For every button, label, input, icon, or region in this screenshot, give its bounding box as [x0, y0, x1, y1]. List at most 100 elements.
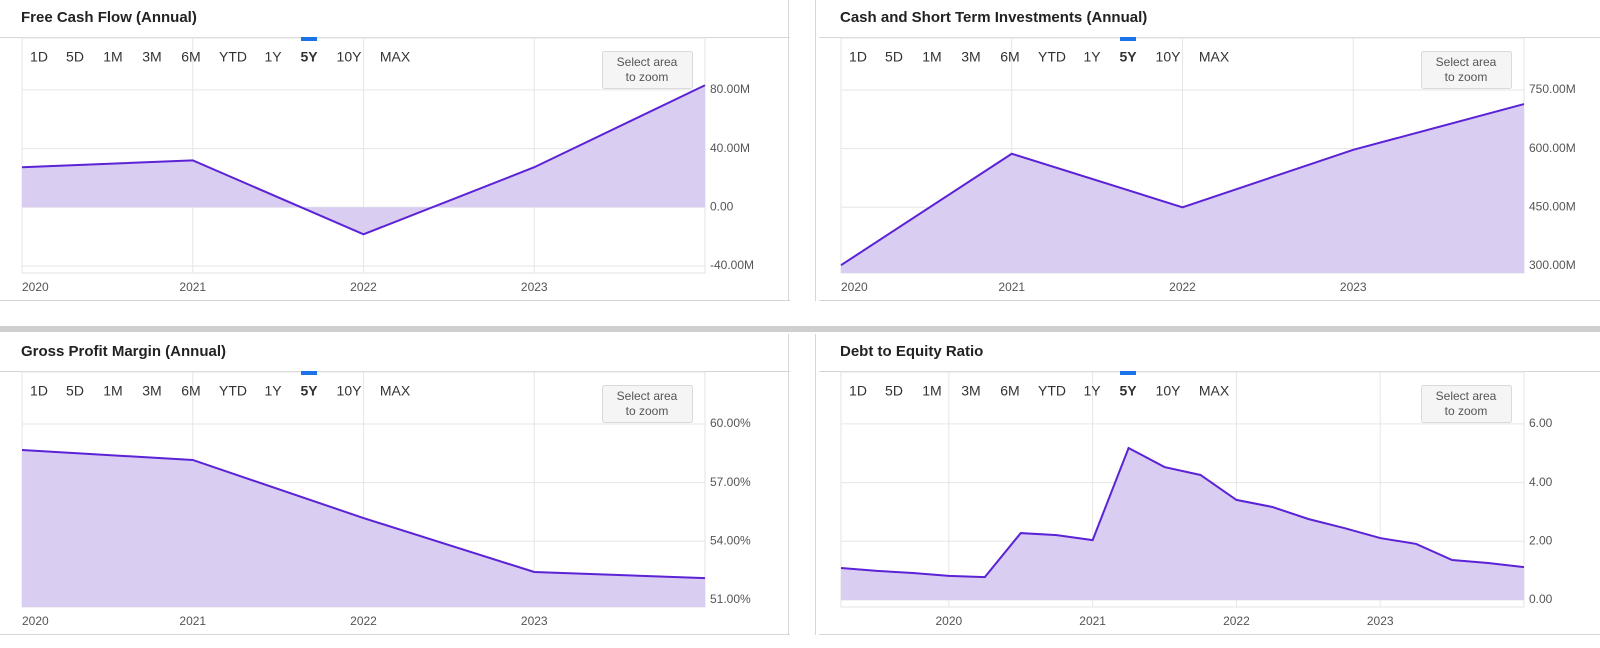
range-button[interactable]: 5D — [885, 383, 903, 399]
y-tick-label: 51.00% — [710, 592, 751, 606]
active-indicator — [301, 37, 317, 41]
zoom-hint: Select area — [617, 55, 678, 69]
zoom-hint: to zoom — [1445, 70, 1488, 84]
range-button[interactable]: 6M — [181, 383, 200, 399]
zoom-hint: to zoom — [626, 70, 669, 84]
range-button[interactable]: 5D — [66, 49, 84, 65]
x-tick-label: 2022 — [350, 614, 377, 628]
x-tick-label: 2021 — [998, 280, 1025, 294]
range-button[interactable]: MAX — [1199, 383, 1230, 399]
y-tick-label: 750.00M — [1529, 82, 1576, 96]
range-button[interactable]: 10Y — [1156, 49, 1182, 65]
range-button[interactable]: 3M — [961, 383, 980, 399]
range-button[interactable]: 10Y — [1156, 383, 1182, 399]
x-tick-label: 2023 — [1367, 614, 1394, 628]
zoom-hint: Select area — [1436, 55, 1497, 69]
plot-frame — [840, 371, 1525, 608]
x-tick-label: 2022 — [1169, 280, 1196, 294]
area-fill — [841, 104, 1524, 273]
zoom-hint-box — [1421, 51, 1512, 89]
range-button[interactable]: 1M — [922, 49, 941, 65]
active-indicator — [301, 371, 317, 375]
x-tick-label: 2023 — [1340, 280, 1367, 294]
zoom-hint: Select area — [617, 389, 678, 403]
series-line — [21, 84, 706, 236]
range-button[interactable]: 1Y — [1083, 383, 1101, 399]
y-tick-label: 6.00 — [1529, 416, 1553, 430]
range-button[interactable]: YTD — [1038, 49, 1066, 65]
area-fill — [841, 447, 1524, 600]
range-button[interactable]: 5Y — [1119, 49, 1137, 65]
range-button[interactable]: 3M — [142, 383, 161, 399]
y-tick-label: 57.00% — [710, 475, 751, 489]
zoom-hint: to zoom — [1445, 404, 1488, 418]
range-button[interactable]: 1D — [849, 49, 867, 65]
panel-title: Debt to Equity Ratio — [840, 343, 983, 360]
range-button[interactable]: 6M — [1000, 383, 1019, 399]
x-tick-label: 2021 — [179, 614, 206, 628]
range-button[interactable]: 5D — [885, 49, 903, 65]
x-tick-label: 2023 — [521, 280, 548, 294]
y-tick-label: 0.00 — [710, 199, 734, 213]
y-tick-label: 450.00M — [1529, 199, 1576, 213]
y-tick-label: 2.00 — [1529, 533, 1553, 547]
range-button[interactable]: 1D — [849, 383, 867, 399]
panel-title: Free Cash Flow (Annual) — [21, 9, 197, 26]
range-button[interactable]: 1Y — [264, 383, 282, 399]
area-fill — [22, 450, 705, 607]
range-button[interactable]: 1M — [103, 49, 122, 65]
range-button[interactable]: MAX — [1199, 49, 1230, 65]
x-tick-label: 2020 — [935, 614, 962, 628]
y-tick-label: 40.00M — [710, 141, 750, 155]
range-button[interactable]: MAX — [380, 49, 411, 65]
range-button[interactable]: 1M — [103, 383, 122, 399]
y-tick-label: 54.00% — [710, 533, 751, 547]
range-button[interactable]: 1Y — [1083, 49, 1101, 65]
range-button[interactable]: YTD — [219, 383, 247, 399]
zoom-hint: Select area — [1436, 389, 1497, 403]
y-tick-label: 300.00M — [1529, 258, 1576, 272]
range-button[interactable]: 10Y — [337, 383, 363, 399]
y-tick-label: 600.00M — [1529, 141, 1576, 155]
active-indicator — [1120, 371, 1136, 375]
y-tick-label: 0.00 — [1529, 592, 1553, 606]
y-tick-label: -40.00M — [710, 258, 754, 272]
x-tick-label: 2020 — [841, 280, 868, 294]
active-indicator — [1120, 37, 1136, 41]
range-button[interactable]: 1D — [30, 49, 48, 65]
x-tick-label: 2021 — [1079, 614, 1106, 628]
panel-title: Gross Profit Margin (Annual) — [21, 343, 226, 360]
y-tick-label: 60.00% — [710, 416, 751, 430]
y-tick-label: 4.00 — [1529, 475, 1553, 489]
range-button[interactable]: 6M — [1000, 49, 1019, 65]
range-button[interactable]: 1D — [30, 383, 48, 399]
range-button[interactable]: 3M — [961, 49, 980, 65]
zoom-hint-box — [602, 51, 693, 89]
area-fill — [22, 85, 705, 235]
series-line — [840, 446, 1525, 579]
range-button[interactable]: YTD — [1038, 383, 1066, 399]
panel-title: Cash and Short Term Investments (Annual) — [840, 9, 1147, 26]
zoom-hint-box — [602, 385, 693, 423]
range-button[interactable]: YTD — [219, 49, 247, 65]
range-button[interactable]: 6M — [181, 49, 200, 65]
range-button[interactable]: MAX — [380, 383, 411, 399]
y-tick-label: 80.00M — [710, 82, 750, 96]
range-button[interactable]: 5Y — [300, 49, 318, 65]
range-button[interactable]: 10Y — [337, 49, 363, 65]
x-tick-label: 2021 — [179, 280, 206, 294]
separator — [0, 326, 1600, 332]
range-button[interactable]: 1M — [922, 383, 941, 399]
range-button[interactable]: 1Y — [264, 49, 282, 65]
zoom-hint: to zoom — [626, 404, 669, 418]
range-button[interactable]: 5Y — [1119, 383, 1137, 399]
series-line — [21, 449, 706, 580]
range-button[interactable]: 5Y — [300, 383, 318, 399]
x-tick-label: 2020 — [22, 280, 49, 294]
range-button[interactable]: 5D — [66, 383, 84, 399]
x-tick-label: 2022 — [1223, 614, 1250, 628]
x-tick-label: 2022 — [350, 280, 377, 294]
x-tick-label: 2023 — [521, 614, 548, 628]
range-button[interactable]: 3M — [142, 49, 161, 65]
